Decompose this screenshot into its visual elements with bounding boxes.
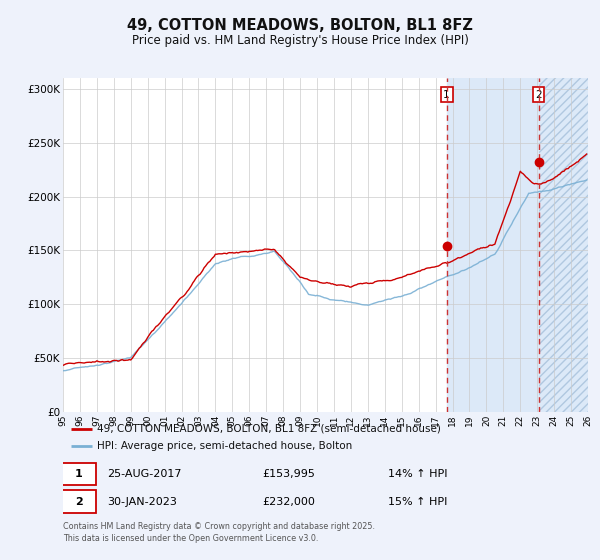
- FancyBboxPatch shape: [62, 491, 96, 513]
- Text: 1: 1: [75, 469, 83, 479]
- Text: 2: 2: [535, 90, 542, 100]
- Text: 49, COTTON MEADOWS, BOLTON, BL1 8FZ (semi-detached house): 49, COTTON MEADOWS, BOLTON, BL1 8FZ (sem…: [97, 423, 441, 433]
- Text: £153,995: £153,995: [263, 469, 316, 479]
- Bar: [446, 78, 588, 412]
- Text: 49, COTTON MEADOWS, BOLTON, BL1 8FZ: 49, COTTON MEADOWS, BOLTON, BL1 8FZ: [127, 18, 473, 32]
- Text: 15% ↑ HPI: 15% ↑ HPI: [389, 497, 448, 507]
- Text: 2: 2: [75, 497, 83, 507]
- Text: 30-JAN-2023: 30-JAN-2023: [107, 497, 178, 507]
- Text: Contains HM Land Registry data © Crown copyright and database right 2025.
This d: Contains HM Land Registry data © Crown c…: [63, 522, 375, 543]
- Text: Price paid vs. HM Land Registry's House Price Index (HPI): Price paid vs. HM Land Registry's House …: [131, 34, 469, 47]
- Text: £232,000: £232,000: [263, 497, 316, 507]
- FancyBboxPatch shape: [62, 463, 96, 485]
- Bar: [539, 78, 588, 412]
- Text: 25-AUG-2017: 25-AUG-2017: [107, 469, 182, 479]
- Text: 14% ↑ HPI: 14% ↑ HPI: [389, 469, 448, 479]
- Text: 1: 1: [443, 90, 450, 100]
- Text: HPI: Average price, semi-detached house, Bolton: HPI: Average price, semi-detached house,…: [97, 441, 352, 451]
